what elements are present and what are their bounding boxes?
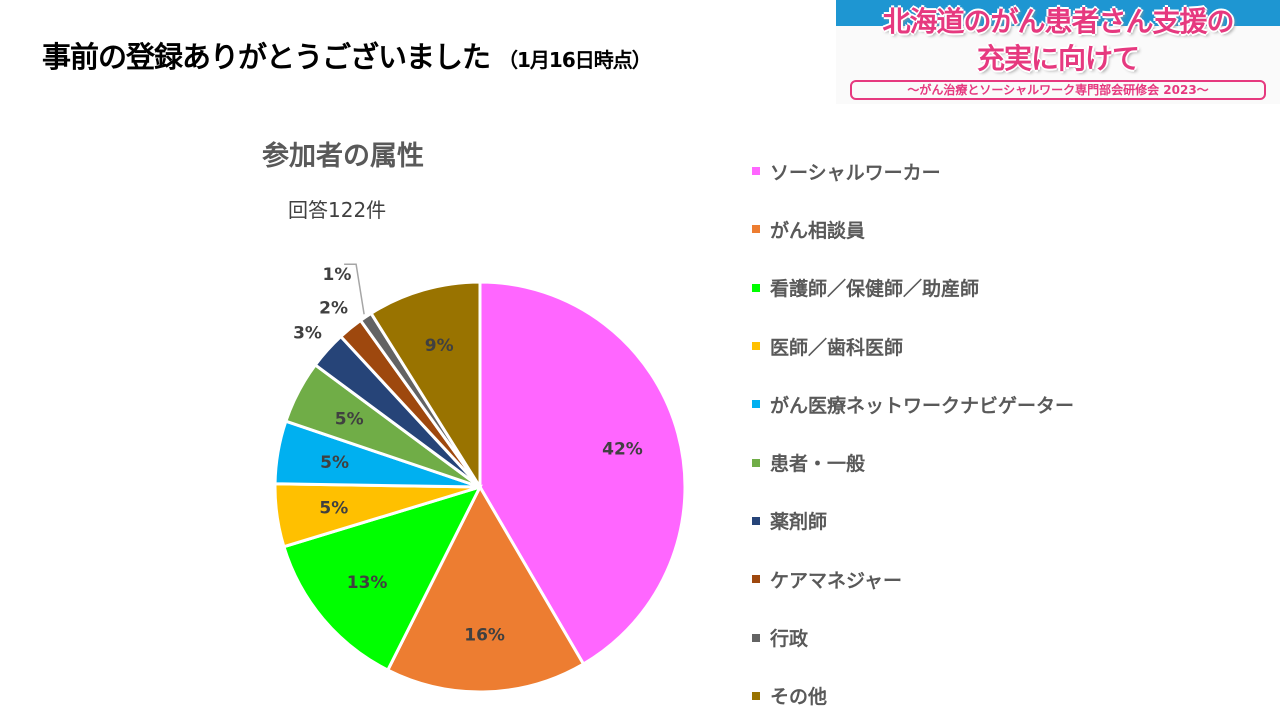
response-count: 回答122件 <box>288 198 387 222</box>
legend-swatch <box>752 283 760 292</box>
banner-line1: 北海道のがん患者さん支援の <box>882 5 1234 38</box>
banner-line2: 充実に向けて <box>976 42 1140 75</box>
legend-label: 看護師／保健師／助産師 <box>770 278 980 301</box>
data-label: 9% <box>425 336 454 356</box>
legend-label: ソーシャルワーカー <box>770 161 941 184</box>
legend-item: 看護師／保健師／助産師 <box>752 259 1074 317</box>
data-label: 2% <box>319 299 348 319</box>
pie-slice <box>478 280 687 667</box>
data-label: 5% <box>335 410 364 430</box>
legend-item: 薬剤師 <box>752 492 1074 550</box>
legend-item: 患者・一般 <box>752 433 1074 491</box>
date-note: （1月16日時点） <box>498 48 652 72</box>
title-text: 事前の登録ありがとうございました <box>42 40 491 74</box>
data-label: 13% <box>347 573 388 593</box>
banner-subtitle: ～がん治療とソーシャルワーク専門部会研修会 2023～ <box>850 80 1266 100</box>
legend-item: 医師／歯科医師 <box>752 317 1074 375</box>
data-label: 3% <box>293 323 322 343</box>
legend-swatch <box>752 575 760 584</box>
legend-swatch <box>752 516 760 525</box>
legend-swatch <box>752 633 760 642</box>
legend-label: がん医療ネットワークナビゲーター <box>770 394 1075 417</box>
banner-blue-band <box>836 0 1280 26</box>
pie-slice <box>369 280 482 493</box>
legend-swatch <box>752 400 760 409</box>
chart-title: 参加者の属性 <box>262 141 424 172</box>
data-label: 5% <box>320 453 349 473</box>
data-label: 42% <box>602 439 643 459</box>
pie-slice <box>385 483 586 694</box>
legend-swatch <box>752 342 760 351</box>
legend-label: 患者・一般 <box>770 453 866 476</box>
legend-label: 薬剤師 <box>770 511 828 534</box>
legend-swatch <box>752 691 760 700</box>
data-label: 5% <box>319 499 348 519</box>
legend-item: がん相談員 <box>752 200 1074 258</box>
legend-swatch <box>752 225 760 234</box>
legend-swatch <box>752 458 760 467</box>
event-banner-logo: 北海道のがん患者さん支援の 充実に向けて ～がん治療とソーシャルワーク専門部会研… <box>836 0 1280 104</box>
legend-label: その他 <box>770 686 828 709</box>
data-label: 1% <box>323 265 352 285</box>
chart-legend: ソーシャルワーカー がん相談員看護師／保健師／助産師 医師／歯科医師がん医療ネットワ… <box>752 142 1074 720</box>
legend-item: ケアマネジャー <box>752 550 1074 608</box>
data-label: 16% <box>464 626 505 646</box>
legend-item: 行政 <box>752 608 1074 666</box>
legend-label: がん相談員 <box>770 219 866 242</box>
legend-item: ソーシャルワーカー <box>752 142 1074 200</box>
legend-item: その他 <box>752 667 1074 720</box>
leader-line <box>344 263 365 315</box>
legend-label: 行政 <box>770 628 809 651</box>
legend-label: ケアマネジャー <box>770 569 903 592</box>
legend-item: がん医療ネットワークナビゲーター <box>752 375 1074 433</box>
legend-label: 医師／歯科医師 <box>770 336 904 359</box>
legend-swatch <box>752 167 760 176</box>
page-title: 事前の登録ありがとうございました （1月16日時点） <box>42 34 652 76</box>
